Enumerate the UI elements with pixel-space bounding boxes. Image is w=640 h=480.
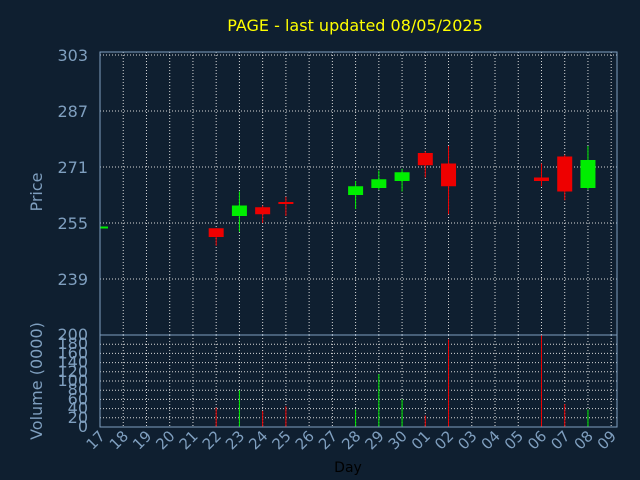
candle-body <box>371 179 387 188</box>
volume-tick-label: 160 <box>57 343 88 362</box>
candle <box>231 191 247 232</box>
chart-title: PAGE - last updated 08/05/2025 <box>227 16 483 35</box>
volume-tick-label: 20 <box>68 408 88 427</box>
price-tick-label: 271 <box>57 158 88 177</box>
candle-body <box>208 228 224 237</box>
price-axis-label: Price <box>27 172 46 211</box>
candle <box>208 228 224 246</box>
x-tick-label: 09 <box>594 427 620 453</box>
candle-body <box>278 202 294 204</box>
volume-axis-label: Volume (0000) <box>27 322 46 440</box>
volume-frame <box>99 334 618 428</box>
volume-tick-label: 80 <box>68 380 88 399</box>
candle <box>99 224 108 229</box>
x-axis-label: Day <box>334 460 362 476</box>
candle <box>417 151 433 178</box>
volume-tick-label: 60 <box>68 389 88 408</box>
candle <box>557 154 573 201</box>
candle-body <box>255 207 271 215</box>
candle-body <box>580 160 596 188</box>
volume-tick-label: 0 <box>78 417 88 436</box>
price-tick-label: 255 <box>57 214 88 233</box>
price-panel <box>99 146 596 246</box>
candle <box>394 168 410 192</box>
price-tick-label: 287 <box>57 102 88 121</box>
candle <box>348 181 364 209</box>
volume-tick-label: 120 <box>57 362 88 381</box>
candle <box>441 146 457 215</box>
volume-tick-label: 140 <box>57 353 88 372</box>
candle-body <box>533 177 549 181</box>
candle-body <box>557 156 573 192</box>
candle-body <box>231 205 247 216</box>
volume-tick-label: 100 <box>57 371 88 390</box>
candle <box>580 146 596 190</box>
candle <box>533 163 549 187</box>
candle-body <box>348 186 364 195</box>
candle <box>278 196 294 216</box>
volume-panel <box>215 335 589 427</box>
candle <box>371 170 387 190</box>
grid-layer <box>100 52 617 427</box>
price-tick-label: 303 <box>57 46 88 65</box>
price-tick-label: 239 <box>57 270 88 289</box>
candle-body <box>417 153 433 166</box>
volume-tick-label: 200 <box>57 325 88 344</box>
axis-layer: 1718192021222324252627282930010203040506… <box>57 46 620 453</box>
volume-tick-label: 180 <box>57 334 88 353</box>
candle-body <box>100 226 108 229</box>
volume-tick-label: 40 <box>68 399 88 418</box>
candle-body <box>441 163 457 187</box>
candle <box>255 205 271 223</box>
candle-body <box>394 172 410 181</box>
